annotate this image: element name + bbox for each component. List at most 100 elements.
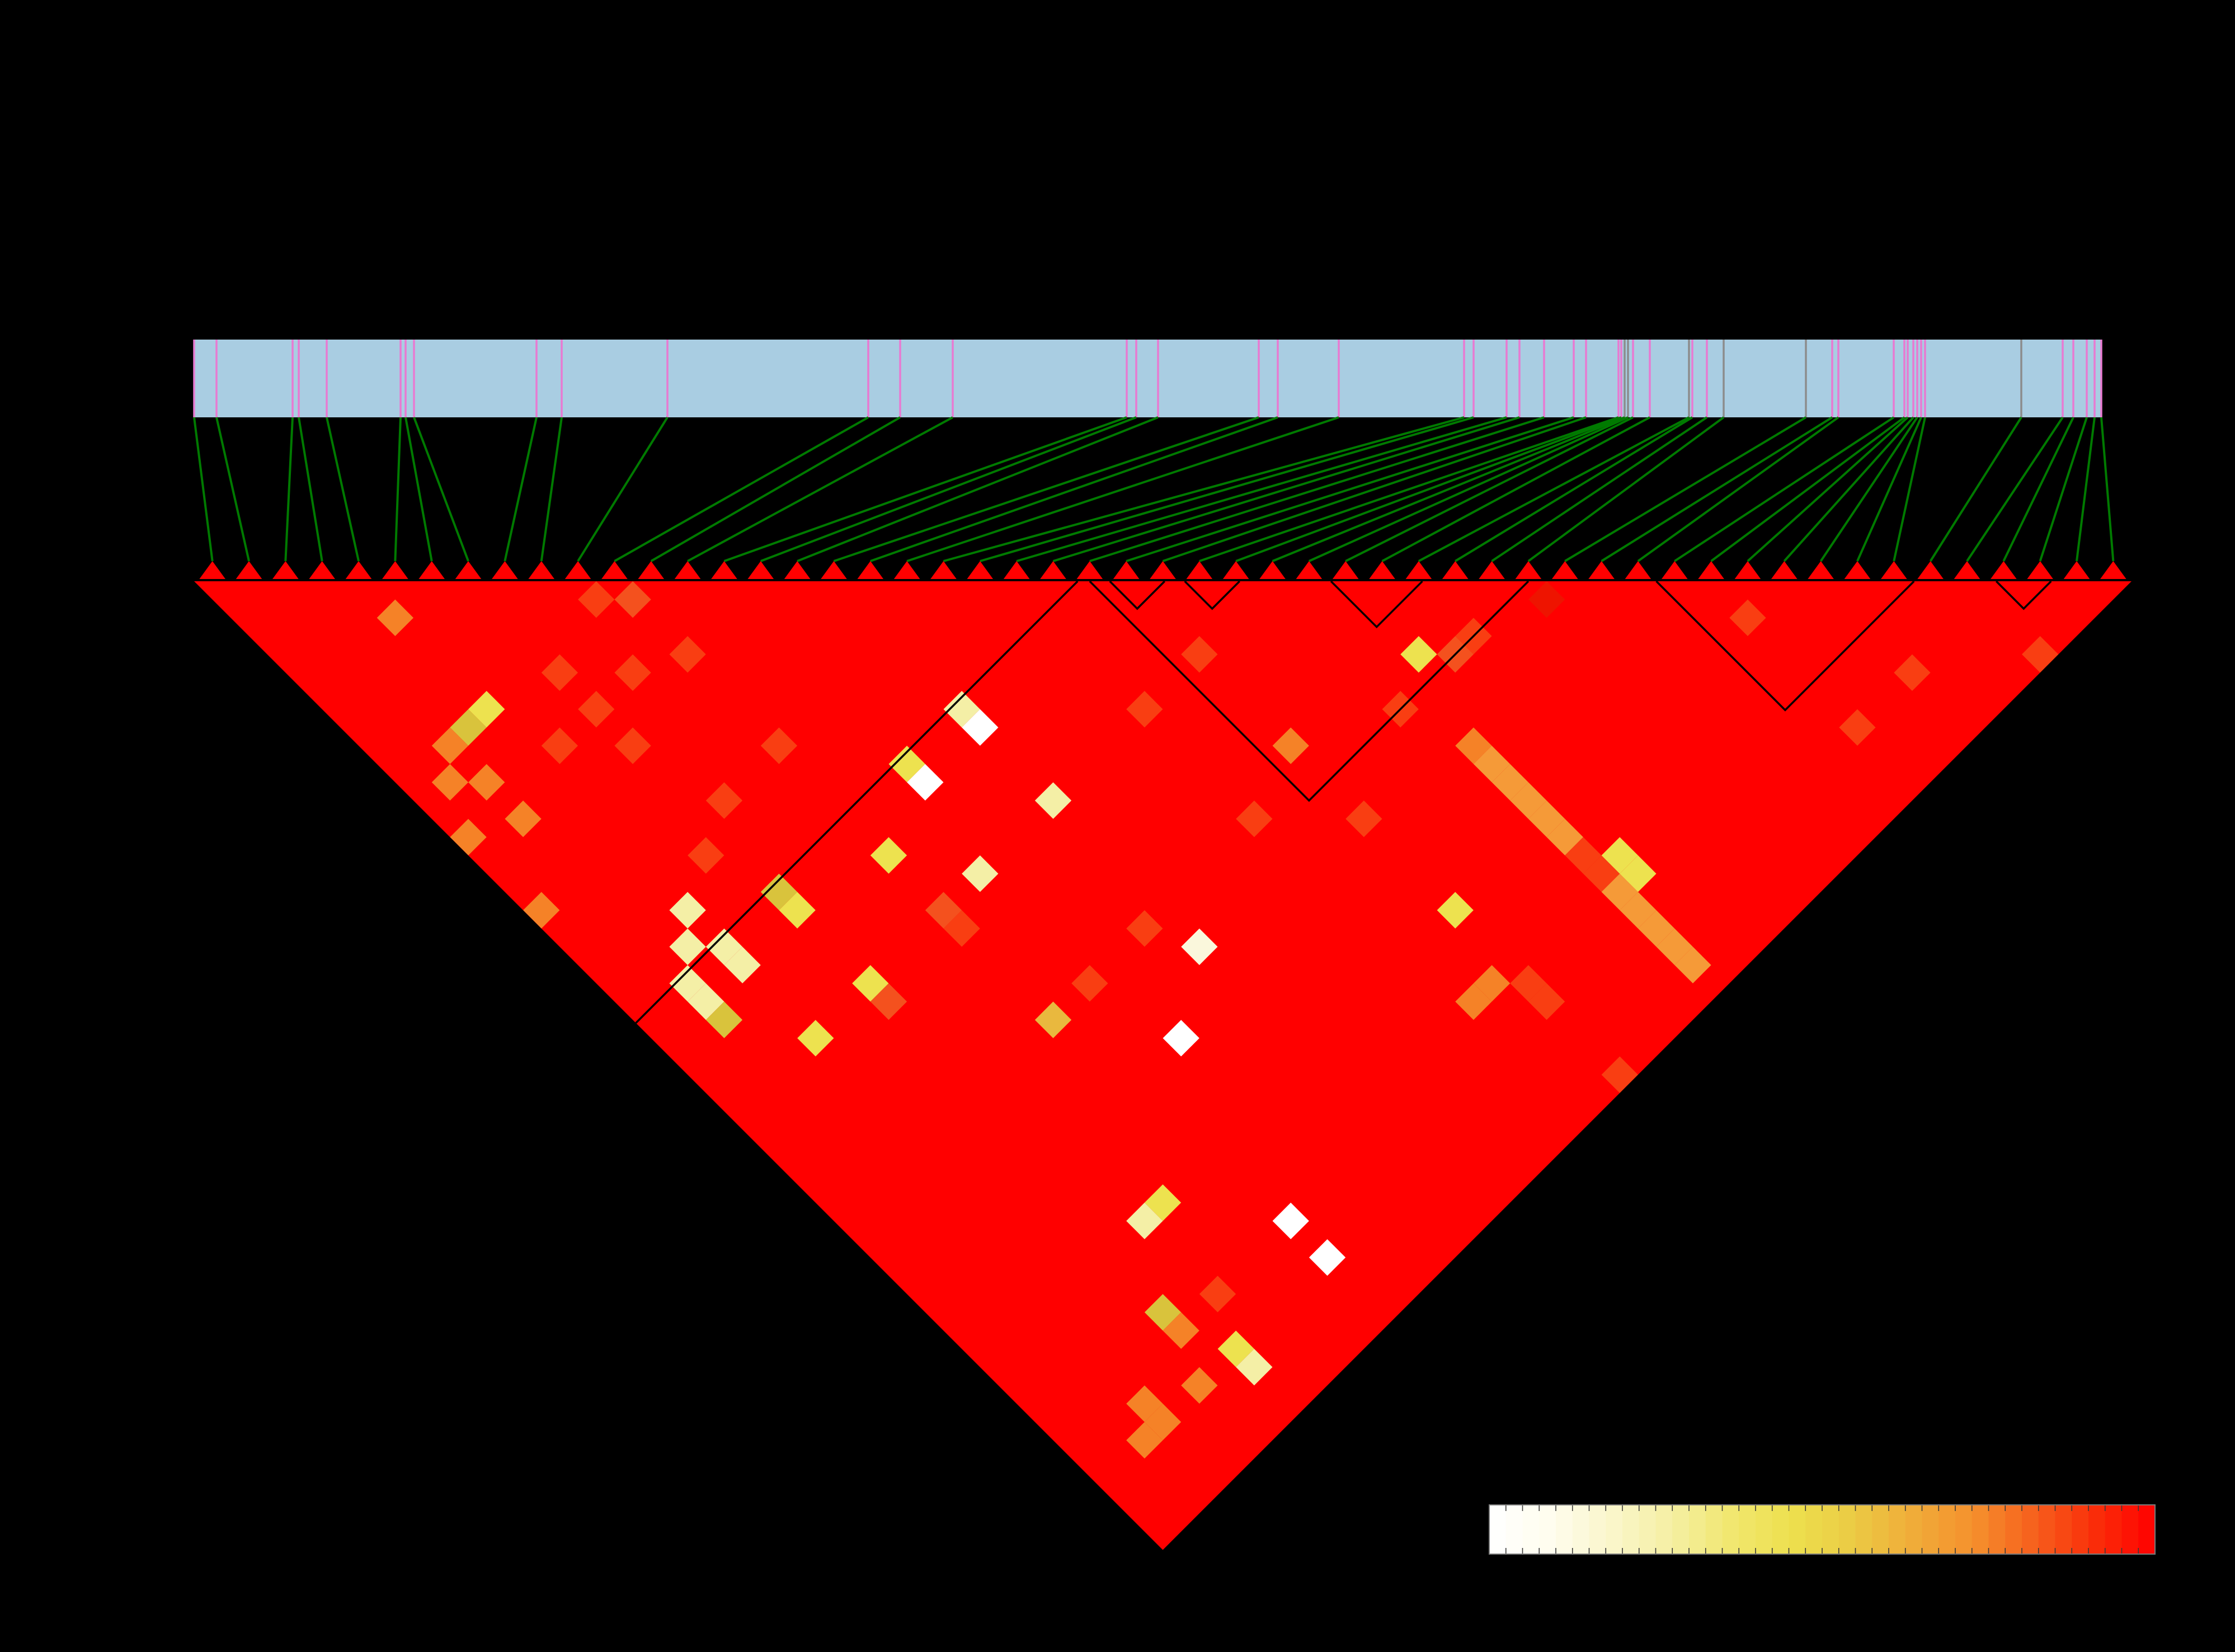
snp-marker-triangle — [1003, 561, 1031, 580]
ld-cell — [1034, 1001, 1072, 1038]
connector-line — [1819, 416, 1918, 562]
ld-cell — [614, 727, 651, 764]
scale-segment — [1872, 1505, 1889, 1554]
scale-segment — [1739, 1505, 1756, 1554]
ld-cell — [1272, 727, 1309, 764]
connector-line — [1235, 416, 1622, 562]
ld-cell — [1546, 818, 1583, 856]
connector-line — [540, 417, 563, 562]
scale-segment — [2072, 1505, 2089, 1554]
ld-cell — [450, 709, 487, 746]
connector-line — [1272, 416, 1625, 562]
ld-cell — [705, 1001, 743, 1038]
scale-segment — [1756, 1505, 1773, 1554]
ld-cell — [450, 818, 487, 856]
snp-marker-triangle — [1405, 561, 1432, 580]
scale-segment — [2121, 1505, 2139, 1554]
snp-marker-triangle — [857, 561, 884, 580]
scale-segment — [1838, 1505, 1856, 1554]
snp-marker-triangle — [1880, 561, 1908, 580]
ld-cell — [1491, 764, 1528, 801]
snp-marker-triangle — [1295, 561, 1323, 580]
snp-marker-triangle — [1149, 561, 1177, 580]
scale-segment — [1622, 1505, 1640, 1554]
snp-marker-triangle — [1076, 561, 1103, 580]
snp-marker-triangle — [1843, 561, 1871, 580]
haplotype-block-outlines — [635, 580, 2052, 1024]
ld-cell — [705, 782, 743, 819]
scale-segment — [1722, 1505, 1739, 1554]
connector-line — [760, 416, 1137, 562]
scale-segment — [1889, 1505, 1906, 1554]
scale-segment — [1606, 1505, 1623, 1554]
snp-marker-triangle — [1442, 561, 1469, 580]
ld-cell — [468, 691, 505, 728]
snp-marker-triangle — [1807, 561, 1834, 580]
ld-cell — [1674, 947, 1711, 983]
ld-cell — [1217, 1330, 1254, 1367]
connector-line — [1199, 416, 1619, 562]
snp-marker-triangle — [308, 561, 336, 580]
ld-cell — [1181, 1367, 1218, 1404]
ld-cell — [2022, 636, 2059, 673]
block-outline — [1655, 580, 1915, 712]
scale-segment — [1705, 1505, 1723, 1554]
connector-line — [2100, 417, 2115, 562]
color-scale-bar — [1489, 1504, 2156, 1555]
scale-segment — [1805, 1505, 1823, 1554]
block-outline — [1089, 580, 1530, 802]
scale-segment — [1855, 1505, 1872, 1554]
connector-line — [1966, 416, 2064, 562]
scale-segment — [1689, 1505, 1706, 1554]
snp-marker-triangle — [2100, 561, 2127, 580]
ld-cell — [943, 910, 980, 947]
ld-cell — [760, 873, 798, 911]
snp-marker-triangle — [1514, 561, 1542, 580]
block-outline — [1330, 580, 1423, 629]
snp-marker-triangle — [455, 561, 482, 580]
connector-line — [1052, 416, 1520, 562]
snp-marker-triangle — [1771, 561, 1798, 580]
scale-border — [1489, 1504, 2156, 1555]
ld-cell — [1601, 1056, 1638, 1093]
scale-segment — [1938, 1505, 1956, 1554]
scale-segment — [1789, 1505, 1806, 1554]
snp-markers — [199, 561, 2127, 580]
ld-cell — [962, 709, 999, 746]
ld-cell — [1437, 892, 1474, 929]
ld-cell — [468, 764, 505, 801]
connector-line — [1491, 416, 1708, 562]
connector-line — [1783, 416, 1914, 562]
connector-line — [1455, 416, 1693, 562]
scale-segment — [1988, 1505, 2006, 1554]
snp-marker-triangle — [711, 561, 738, 580]
ld-cell — [1126, 910, 1163, 947]
connector-line — [870, 416, 1278, 562]
ld-cell — [1181, 928, 1218, 966]
snp-marker-triangle — [199, 561, 226, 580]
connector-lines — [193, 416, 2115, 562]
connector-line — [1601, 416, 1833, 562]
snp-position-ticks — [193, 340, 2102, 417]
scale-segment — [1639, 1505, 1657, 1554]
ld-cell — [852, 965, 889, 1002]
ld-cell — [669, 636, 706, 673]
snp-marker-triangle — [1259, 561, 1286, 580]
ld-cell — [1309, 1239, 1346, 1276]
snp-marker-triangle — [893, 561, 921, 580]
ld-cell — [1199, 1276, 1236, 1312]
ld-cell — [1126, 1422, 1163, 1459]
snp-marker-triangle — [491, 561, 519, 580]
ld-cell — [1126, 691, 1163, 728]
ld-cell — [377, 599, 414, 637]
scale-segment — [1505, 1505, 1523, 1554]
ld-cell — [1473, 965, 1511, 1002]
snp-marker-triangle — [674, 561, 702, 580]
connector-line — [298, 417, 323, 562]
ld-cell — [870, 837, 907, 874]
ld-cell — [1620, 855, 1657, 892]
snp-marker-triangle — [1113, 561, 1140, 580]
ld-cell — [797, 1020, 834, 1057]
snp-marker-triangle — [2026, 561, 2054, 580]
